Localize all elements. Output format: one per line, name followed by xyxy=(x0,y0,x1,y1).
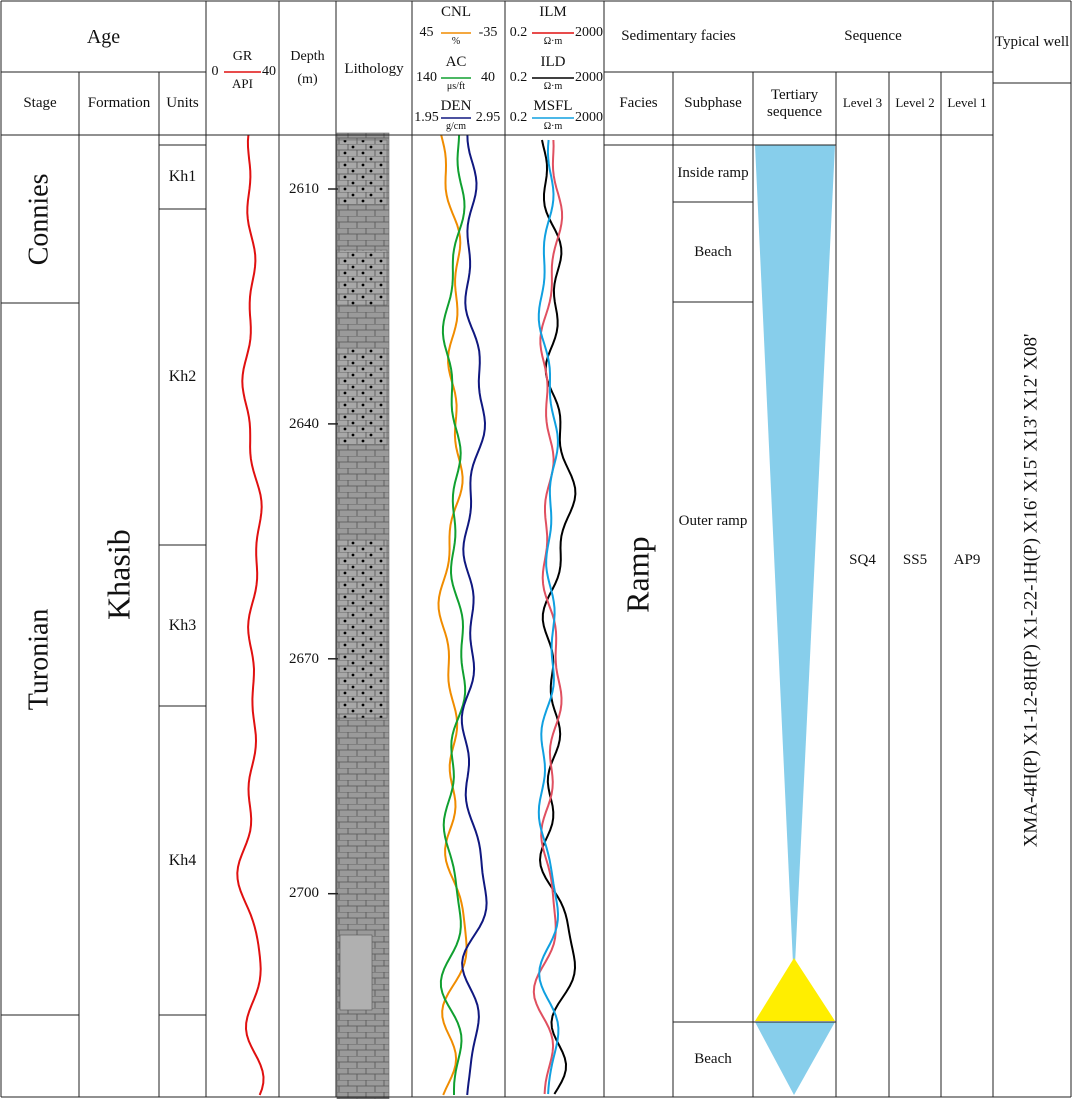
lithology-header: Lithology xyxy=(344,60,404,77)
level1-header: Level 1 xyxy=(947,95,987,111)
facies-header: Facies xyxy=(619,95,658,112)
depth-unit: (m) xyxy=(297,72,318,88)
lithology-dotted xyxy=(336,139,388,206)
log-name: ILD xyxy=(540,53,566,70)
log-unit: Ω·m xyxy=(543,120,563,132)
typical-well-header: Typical well xyxy=(994,33,1070,50)
gr-min: 0 xyxy=(211,64,219,80)
level2-label: SS5 xyxy=(902,551,928,568)
level3-label: SQ4 xyxy=(849,551,876,568)
depth-tick-label: 2610 xyxy=(289,180,319,197)
subphase-label: Inside ramp xyxy=(677,165,749,182)
log-min: 0.2 xyxy=(509,70,528,86)
depth-tick-label: 2700 xyxy=(289,885,319,902)
log-name: DEN xyxy=(440,97,472,114)
lithology-marl xyxy=(339,934,373,1011)
subphase-label: Beach xyxy=(694,243,732,260)
subphase-label: Beach xyxy=(694,1051,732,1068)
cnl-curve xyxy=(437,134,468,1096)
log-unit: μs/ft xyxy=(446,80,466,92)
msfl-curve xyxy=(537,139,560,1095)
log-min: 0.2 xyxy=(509,110,528,126)
sedimentary-facies-header: Sedimentary facies xyxy=(621,28,736,45)
sequence-triangle xyxy=(755,958,835,1021)
log-min: 140 xyxy=(416,70,437,86)
unit-label: Kh4 xyxy=(168,851,197,869)
stage-label: Turonian xyxy=(23,608,55,710)
ild-curve xyxy=(538,139,577,1095)
lithology-dotted xyxy=(336,249,388,306)
level2-header: Level 2 xyxy=(895,95,935,111)
formation-label: Khasib xyxy=(100,529,137,621)
tertiary-sequence-header: Tertiary sequence xyxy=(767,87,822,120)
sequence-triangle xyxy=(755,145,835,985)
gr-curve xyxy=(236,134,265,1096)
log-unit: Ω·m xyxy=(543,35,563,47)
sequence-triangle xyxy=(755,1022,835,1095)
gr-name: GR xyxy=(232,49,253,65)
facies-label: Ramp xyxy=(619,536,656,614)
log-min: 0.2 xyxy=(509,25,528,41)
gr-unit: API xyxy=(232,75,253,91)
log-max: 2000 xyxy=(575,25,603,41)
sequence-header: Sequence xyxy=(844,28,902,45)
log-max: 2.95 xyxy=(475,110,501,126)
age-header: Age xyxy=(86,25,121,48)
subphase-header: Subphase xyxy=(684,95,742,112)
depth-header: Depth xyxy=(290,49,325,65)
log-unit: Ω·m xyxy=(543,80,563,92)
level3-header: Level 3 xyxy=(842,95,883,111)
typical-wells-label: XMA-4H(P) X1-12-8H(P) X1-22-1H(P) X16' X… xyxy=(1020,333,1042,847)
log-max: 2000 xyxy=(575,110,603,126)
log-name: CNL xyxy=(441,3,471,20)
gr-max: 40 xyxy=(262,64,276,80)
lithology-dotted xyxy=(336,539,388,719)
units-header: Units xyxy=(166,95,199,112)
den-curve xyxy=(460,134,488,1096)
log-name: MSFL xyxy=(533,97,573,114)
formation-header: Formation xyxy=(87,95,151,112)
log-max: 40 xyxy=(481,70,495,86)
stage-label: Connies xyxy=(23,173,55,265)
lithology-dotted xyxy=(336,347,388,446)
log-min: 1.95 xyxy=(414,110,439,126)
stage-header: Stage xyxy=(23,95,57,112)
unit-label: Kh1 xyxy=(168,168,197,186)
unit-label: Kh2 xyxy=(168,368,197,386)
level1-label: AP9 xyxy=(953,551,981,568)
depth-tick-label: 2640 xyxy=(289,415,319,432)
log-name: AC xyxy=(445,53,467,70)
log-unit: % xyxy=(451,35,461,47)
log-name: ILM xyxy=(539,3,567,20)
subphase-label: Outer ramp xyxy=(678,512,748,529)
log-max: 2000 xyxy=(575,70,603,86)
ilm-curve xyxy=(532,139,564,1095)
unit-label: Kh3 xyxy=(168,616,197,634)
log-unit: g/cm xyxy=(446,120,466,132)
log-min: 45 xyxy=(419,25,434,41)
log-max: -35 xyxy=(478,25,498,41)
depth-tick-label: 2670 xyxy=(289,650,319,667)
ac-curve xyxy=(439,134,467,1095)
